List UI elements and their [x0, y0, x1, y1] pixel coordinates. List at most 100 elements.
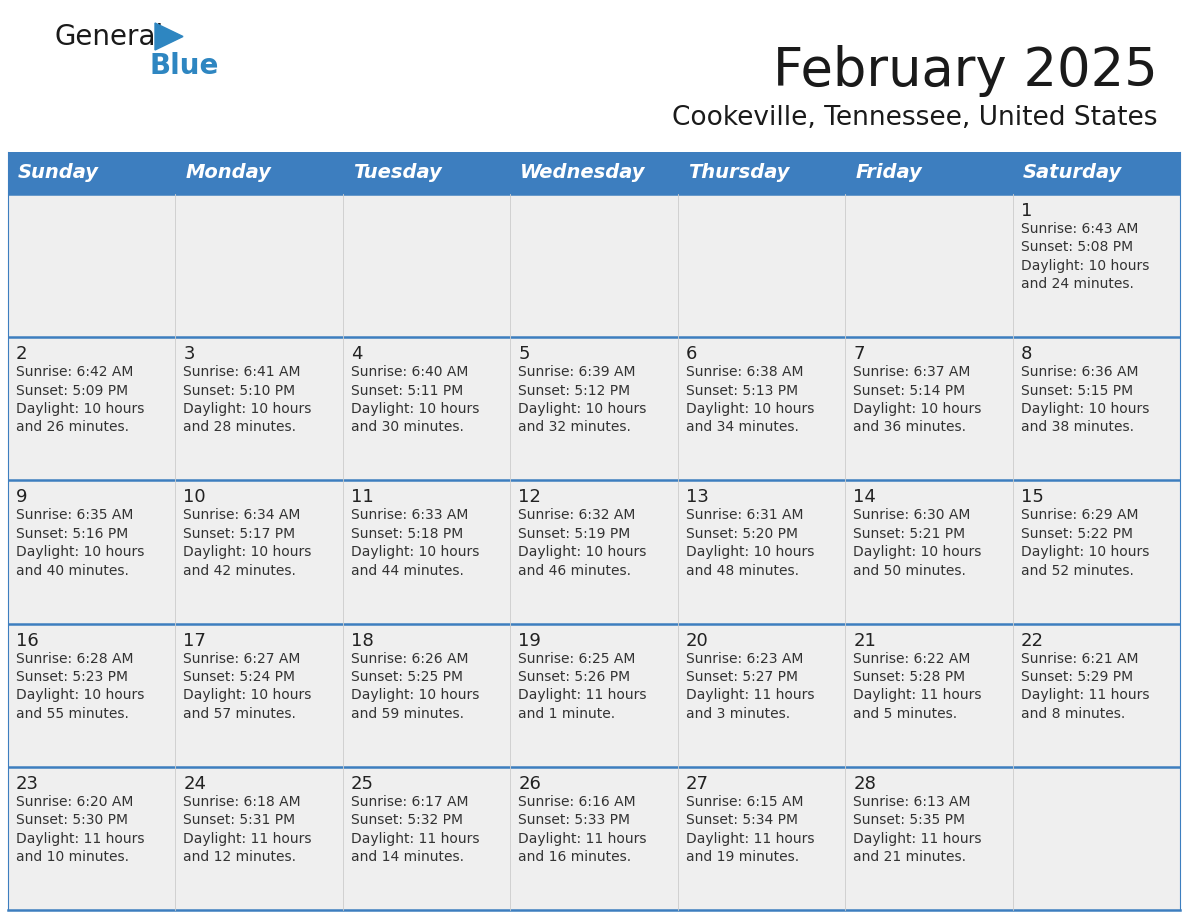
Text: Sunrise: 6:18 AM
Sunset: 5:31 PM
Daylight: 11 hours
and 12 minutes.: Sunrise: 6:18 AM Sunset: 5:31 PM Dayligh… — [183, 795, 312, 864]
Text: 24: 24 — [183, 775, 207, 793]
Text: 25: 25 — [350, 775, 374, 793]
Text: 2: 2 — [15, 345, 27, 364]
Text: Cookeville, Tennessee, United States: Cookeville, Tennessee, United States — [672, 105, 1158, 131]
Bar — [677, 480, 845, 623]
Text: Sunrise: 6:34 AM
Sunset: 5:17 PM
Daylight: 10 hours
and 42 minutes.: Sunrise: 6:34 AM Sunset: 5:17 PM Dayligh… — [183, 509, 311, 577]
Text: 10: 10 — [183, 488, 206, 507]
Text: Monday: Monday — [185, 163, 271, 183]
Text: 12: 12 — [518, 488, 542, 507]
Text: Sunrise: 6:41 AM
Sunset: 5:10 PM
Daylight: 10 hours
and 28 minutes.: Sunrise: 6:41 AM Sunset: 5:10 PM Dayligh… — [183, 365, 311, 434]
Text: February 2025: February 2025 — [773, 45, 1158, 97]
Text: Sunrise: 6:17 AM
Sunset: 5:32 PM
Daylight: 11 hours
and 14 minutes.: Sunrise: 6:17 AM Sunset: 5:32 PM Dayligh… — [350, 795, 479, 864]
Bar — [677, 623, 845, 767]
Bar — [1012, 337, 1180, 480]
Text: Sunrise: 6:13 AM
Sunset: 5:35 PM
Daylight: 11 hours
and 21 minutes.: Sunrise: 6:13 AM Sunset: 5:35 PM Dayligh… — [853, 795, 981, 864]
Bar — [8, 767, 176, 910]
Bar — [343, 623, 511, 767]
Text: Sunday: Sunday — [18, 163, 99, 183]
Bar — [845, 623, 1012, 767]
Polygon shape — [154, 23, 183, 50]
Text: Sunrise: 6:37 AM
Sunset: 5:14 PM
Daylight: 10 hours
and 36 minutes.: Sunrise: 6:37 AM Sunset: 5:14 PM Dayligh… — [853, 365, 981, 434]
Text: 5: 5 — [518, 345, 530, 364]
Bar — [1012, 623, 1180, 767]
Bar — [176, 194, 343, 337]
Bar — [677, 767, 845, 910]
Text: 19: 19 — [518, 632, 542, 650]
Text: 18: 18 — [350, 632, 373, 650]
Bar — [845, 337, 1012, 480]
Text: Sunrise: 6:38 AM
Sunset: 5:13 PM
Daylight: 10 hours
and 34 minutes.: Sunrise: 6:38 AM Sunset: 5:13 PM Dayligh… — [685, 365, 814, 434]
Bar — [8, 480, 176, 623]
Bar — [343, 480, 511, 623]
Text: Sunrise: 6:29 AM
Sunset: 5:22 PM
Daylight: 10 hours
and 52 minutes.: Sunrise: 6:29 AM Sunset: 5:22 PM Dayligh… — [1020, 509, 1149, 577]
Bar — [176, 337, 343, 480]
Text: 21: 21 — [853, 632, 876, 650]
Text: Saturday: Saturday — [1023, 163, 1121, 183]
Text: 22: 22 — [1020, 632, 1043, 650]
Text: Friday: Friday — [855, 163, 922, 183]
Bar — [176, 767, 343, 910]
Text: Sunrise: 6:30 AM
Sunset: 5:21 PM
Daylight: 10 hours
and 50 minutes.: Sunrise: 6:30 AM Sunset: 5:21 PM Dayligh… — [853, 509, 981, 577]
Text: 16: 16 — [15, 632, 39, 650]
Text: Sunrise: 6:22 AM
Sunset: 5:28 PM
Daylight: 11 hours
and 5 minutes.: Sunrise: 6:22 AM Sunset: 5:28 PM Dayligh… — [853, 652, 981, 721]
Text: Sunrise: 6:33 AM
Sunset: 5:18 PM
Daylight: 10 hours
and 44 minutes.: Sunrise: 6:33 AM Sunset: 5:18 PM Dayligh… — [350, 509, 479, 577]
Text: Sunrise: 6:42 AM
Sunset: 5:09 PM
Daylight: 10 hours
and 26 minutes.: Sunrise: 6:42 AM Sunset: 5:09 PM Dayligh… — [15, 365, 145, 434]
Bar — [1012, 767, 1180, 910]
Bar — [1012, 480, 1180, 623]
Bar — [845, 480, 1012, 623]
Text: 26: 26 — [518, 775, 542, 793]
Text: 20: 20 — [685, 632, 708, 650]
Text: Sunrise: 6:20 AM
Sunset: 5:30 PM
Daylight: 11 hours
and 10 minutes.: Sunrise: 6:20 AM Sunset: 5:30 PM Dayligh… — [15, 795, 145, 864]
Text: Sunrise: 6:36 AM
Sunset: 5:15 PM
Daylight: 10 hours
and 38 minutes.: Sunrise: 6:36 AM Sunset: 5:15 PM Dayligh… — [1020, 365, 1149, 434]
Text: Sunrise: 6:25 AM
Sunset: 5:26 PM
Daylight: 11 hours
and 1 minute.: Sunrise: 6:25 AM Sunset: 5:26 PM Dayligh… — [518, 652, 646, 721]
Text: Sunrise: 6:21 AM
Sunset: 5:29 PM
Daylight: 11 hours
and 8 minutes.: Sunrise: 6:21 AM Sunset: 5:29 PM Dayligh… — [1020, 652, 1149, 721]
Text: 27: 27 — [685, 775, 709, 793]
Text: Sunrise: 6:26 AM
Sunset: 5:25 PM
Daylight: 10 hours
and 59 minutes.: Sunrise: 6:26 AM Sunset: 5:25 PM Dayligh… — [350, 652, 479, 721]
Bar — [511, 194, 677, 337]
Bar — [511, 623, 677, 767]
Text: 23: 23 — [15, 775, 39, 793]
Text: 14: 14 — [853, 488, 876, 507]
Bar — [845, 767, 1012, 910]
Text: Sunrise: 6:16 AM
Sunset: 5:33 PM
Daylight: 11 hours
and 16 minutes.: Sunrise: 6:16 AM Sunset: 5:33 PM Dayligh… — [518, 795, 646, 864]
Text: Sunrise: 6:27 AM
Sunset: 5:24 PM
Daylight: 10 hours
and 57 minutes.: Sunrise: 6:27 AM Sunset: 5:24 PM Dayligh… — [183, 652, 311, 721]
Bar — [343, 337, 511, 480]
Text: Sunrise: 6:31 AM
Sunset: 5:20 PM
Daylight: 10 hours
and 48 minutes.: Sunrise: 6:31 AM Sunset: 5:20 PM Dayligh… — [685, 509, 814, 577]
Text: Sunrise: 6:32 AM
Sunset: 5:19 PM
Daylight: 10 hours
and 46 minutes.: Sunrise: 6:32 AM Sunset: 5:19 PM Dayligh… — [518, 509, 646, 577]
Bar — [1012, 194, 1180, 337]
Text: General: General — [55, 23, 164, 51]
Bar — [8, 194, 176, 337]
Text: 6: 6 — [685, 345, 697, 364]
Text: Wednesday: Wednesday — [520, 163, 646, 183]
Bar — [343, 767, 511, 910]
Text: Thursday: Thursday — [688, 163, 789, 183]
Text: 9: 9 — [15, 488, 27, 507]
Text: Sunrise: 6:15 AM
Sunset: 5:34 PM
Daylight: 11 hours
and 19 minutes.: Sunrise: 6:15 AM Sunset: 5:34 PM Dayligh… — [685, 795, 814, 864]
Text: 11: 11 — [350, 488, 373, 507]
Text: 3: 3 — [183, 345, 195, 364]
Text: Blue: Blue — [150, 52, 220, 80]
Bar — [511, 337, 677, 480]
Bar — [8, 152, 1180, 194]
Bar — [343, 194, 511, 337]
Text: 7: 7 — [853, 345, 865, 364]
Bar — [845, 194, 1012, 337]
Text: Sunrise: 6:35 AM
Sunset: 5:16 PM
Daylight: 10 hours
and 40 minutes.: Sunrise: 6:35 AM Sunset: 5:16 PM Dayligh… — [15, 509, 145, 577]
Text: 4: 4 — [350, 345, 362, 364]
Text: 17: 17 — [183, 632, 207, 650]
Text: 13: 13 — [685, 488, 708, 507]
Bar — [176, 480, 343, 623]
Bar — [677, 337, 845, 480]
Text: Sunrise: 6:23 AM
Sunset: 5:27 PM
Daylight: 11 hours
and 3 minutes.: Sunrise: 6:23 AM Sunset: 5:27 PM Dayligh… — [685, 652, 814, 721]
Text: Sunrise: 6:40 AM
Sunset: 5:11 PM
Daylight: 10 hours
and 30 minutes.: Sunrise: 6:40 AM Sunset: 5:11 PM Dayligh… — [350, 365, 479, 434]
Text: Sunrise: 6:28 AM
Sunset: 5:23 PM
Daylight: 10 hours
and 55 minutes.: Sunrise: 6:28 AM Sunset: 5:23 PM Dayligh… — [15, 652, 145, 721]
Text: Tuesday: Tuesday — [353, 163, 442, 183]
Bar — [8, 337, 176, 480]
Text: 28: 28 — [853, 775, 876, 793]
Bar — [176, 623, 343, 767]
Bar — [8, 623, 176, 767]
Bar — [511, 480, 677, 623]
Bar — [677, 194, 845, 337]
Bar — [511, 767, 677, 910]
Text: 15: 15 — [1020, 488, 1043, 507]
